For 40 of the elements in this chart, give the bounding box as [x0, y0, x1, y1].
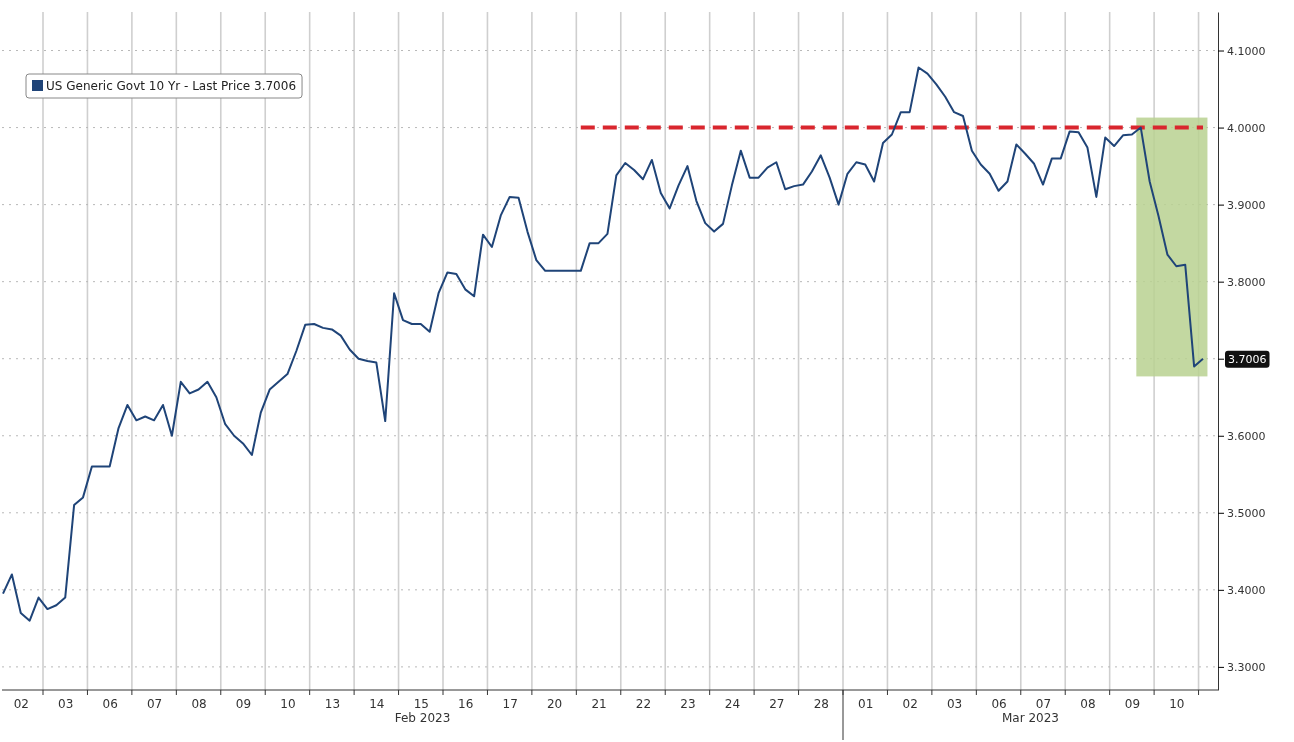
x-tick-label: 03 — [58, 696, 74, 711]
x-tick-label: 02 — [902, 696, 918, 711]
x-tick-label: 01 — [858, 696, 874, 711]
x-tick-label: 07 — [1035, 696, 1052, 711]
x-tick-label: 10 — [280, 696, 296, 711]
x-tick-label: 24 — [724, 696, 741, 711]
x-tick-label: 08 — [1080, 696, 1096, 711]
text: 3.7006 — [1228, 352, 1267, 366]
text: Feb 2023 — [394, 711, 451, 725]
x-tick-label: 22 — [635, 696, 652, 711]
x-tick-label: 06 — [102, 696, 118, 711]
x-tick-label: 21 — [591, 696, 607, 711]
y-tick-label: 3.6000 — [1227, 429, 1266, 443]
x-tick-label: 02 — [13, 696, 29, 711]
x-tick-label: 23 — [680, 696, 696, 711]
x-tick-label: 07 — [146, 696, 163, 711]
y-tick-label: 3.9000 — [1227, 198, 1266, 212]
legend-label: US Generic Govt 10 Yr - Last Price 3.7006 — [46, 79, 297, 93]
x-tick-label: 09 — [235, 696, 252, 711]
x-tick-label: 03 — [946, 696, 963, 711]
x-tick-label: 16 — [458, 696, 474, 711]
x-tick-label: 08 — [191, 696, 207, 711]
line-series — [2, 66, 1204, 622]
x-tick-label: 15 — [413, 696, 429, 711]
y-tick-label: 3.8000 — [1227, 275, 1266, 289]
x-tick-label: 27 — [769, 696, 785, 711]
y-tick-label: 3.4000 — [1227, 583, 1266, 597]
text: Mar 2023 — [1002, 711, 1059, 725]
x-tick-label: 06 — [991, 696, 1007, 711]
x-tick-label: 10 — [1169, 696, 1185, 711]
y-tick-label: 4.1000 — [1227, 44, 1266, 58]
y-tick-label: 3.5000 — [1227, 506, 1266, 520]
x-tick-label: 09 — [1124, 696, 1141, 711]
y-tick-label: 3.3000 — [1227, 660, 1266, 674]
x-tick-label: 20 — [546, 696, 563, 711]
x-tick-label: 17 — [502, 696, 518, 711]
x-tick-label: 13 — [324, 696, 341, 711]
x-tick-label: 14 — [369, 696, 385, 711]
x-tick-label: 28 — [813, 696, 829, 711]
y-tick-label: 4.0000 — [1227, 121, 1266, 135]
